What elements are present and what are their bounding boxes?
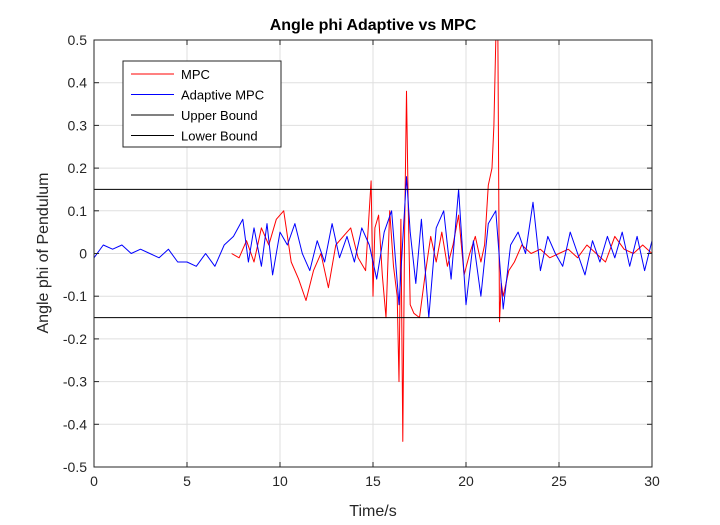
legend: MPC Adaptive MPC Upper Bound Lower Bound (122, 60, 282, 148)
y-tick-label: 0 (79, 246, 87, 262)
y-tick-label: 0.1 (68, 203, 88, 219)
x-tick-label: 15 (365, 473, 381, 489)
legend-label-adaptive-mpc: Adaptive MPC (181, 88, 264, 103)
x-tick-label: 30 (644, 473, 660, 489)
x-tick-label: 5 (183, 473, 191, 489)
x-tick-label: 20 (458, 473, 474, 489)
y-tick-label: -0.1 (63, 288, 87, 304)
y-tick-label: 0.3 (68, 117, 88, 133)
y-tick-label: 0.5 (68, 32, 88, 48)
legend-box (122, 60, 282, 148)
legend-label-lower-bound: Lower Bound (181, 129, 258, 144)
chart-title: Angle phi Adaptive vs MPC (270, 17, 477, 34)
y-tick-label: 0.2 (68, 160, 88, 176)
legend-label-upper-bound: Upper Bound (181, 108, 258, 123)
legend-label-mpc: MPC (181, 67, 210, 82)
y-tick-label: -0.4 (63, 416, 87, 432)
y-tick-label: -0.3 (63, 374, 87, 390)
y-tick-label: -0.2 (63, 331, 87, 347)
x-tick-label: 25 (551, 473, 567, 489)
x-tick-label: 10 (272, 473, 288, 489)
x-tick-label: 0 (90, 473, 98, 489)
ticks: 0 5 10 15 20 25 30 -0.5 -0.4 -0.3 -0.2 -0.1 0 0.1 0.2 0… (63, 32, 660, 489)
y-axis-label: Angle phi of Pendulum (35, 173, 52, 334)
x-axis-label: Time/s (349, 503, 396, 520)
y-tick-label: -0.5 (63, 459, 87, 475)
series-line-mpc (231, 40, 652, 442)
series-line-adaptive-mpc (94, 176, 652, 319)
series-layer (94, 40, 652, 442)
y-tick-label: 0.4 (68, 75, 88, 91)
